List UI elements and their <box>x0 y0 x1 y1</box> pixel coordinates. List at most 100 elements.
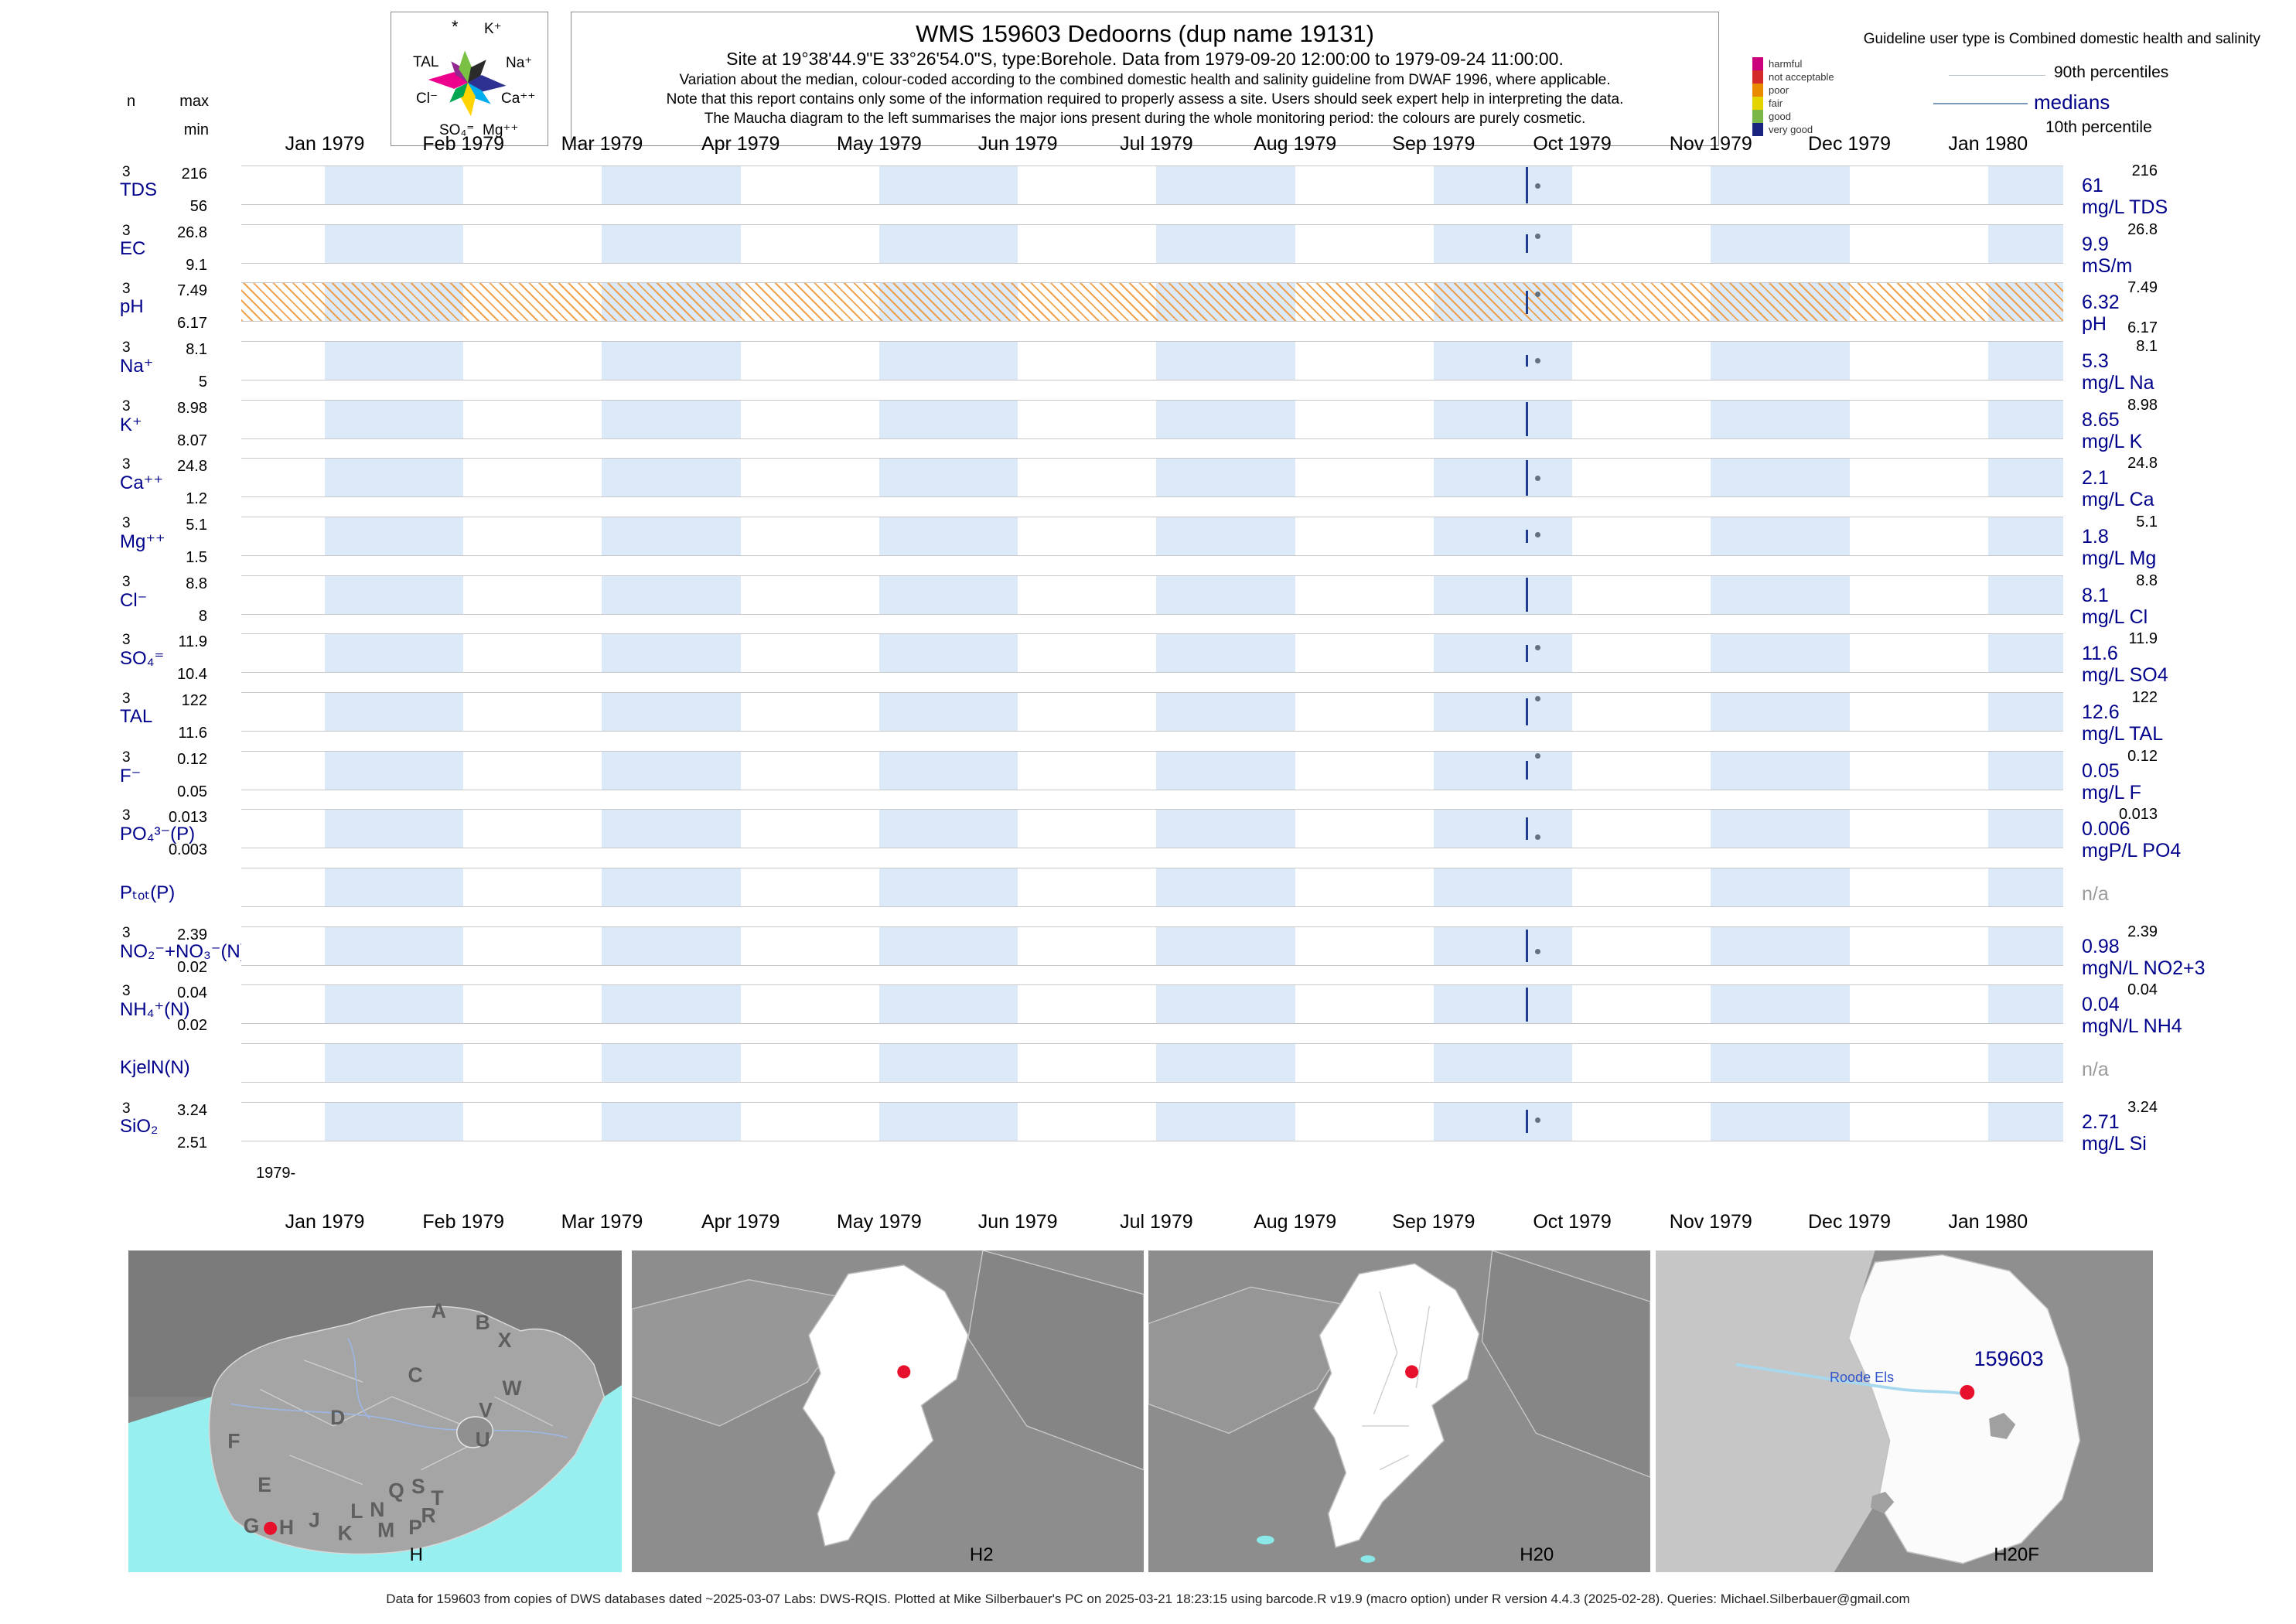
month-stripe <box>1433 751 1573 790</box>
parameter-name: TDS <box>120 179 157 200</box>
median-value: 2.1 <box>2082 467 2109 490</box>
chart-band <box>241 1042 2063 1083</box>
month-label-top: Apr 1979 <box>701 133 780 155</box>
median-sample-line <box>1933 103 2028 104</box>
unit-label: mgN/L NH4 <box>2082 1015 2182 1038</box>
max-value: 7.49 <box>177 282 207 300</box>
min-value: 6.17 <box>177 315 207 333</box>
month-label-bottom: Dec 1979 <box>1808 1211 1892 1233</box>
unit-label: mg/L Na <box>2082 371 2154 394</box>
drainage-region-letter-H: H <box>279 1516 294 1539</box>
footer-note: Data for 159603 from copies of DWS datab… <box>386 1592 1910 1606</box>
month-stripe <box>878 634 1018 673</box>
parameter-row-cl: 3 8.8 Cl⁻ 8 8.1 mg/L Cl 8.8 <box>0 571 2296 629</box>
p90-value: 0.12 <box>2127 747 2158 765</box>
month-stripe <box>1711 926 1850 965</box>
month-stripe <box>325 341 464 380</box>
month-stripe <box>1433 926 1573 965</box>
month-label-top: Nov 1979 <box>1669 133 1752 155</box>
month-stripe <box>1711 1043 1850 1082</box>
place-label-roode-els: Roode Els <box>1830 1369 1895 1385</box>
parameter-name: NO₂⁻+NO₃⁻(N) <box>120 940 247 962</box>
month-stripe <box>1433 166 1573 204</box>
guideline-class: harmful <box>1752 57 1834 70</box>
parameter-row-tds: 3 216 TDS 56 61 mg/L TDS 216 <box>0 161 2296 220</box>
month-stripe <box>1987 692 2063 731</box>
sample-count: 3 <box>122 690 131 707</box>
sample-count: 3 <box>122 339 131 356</box>
unit-label: mgP/L PO4 <box>2082 840 2182 862</box>
sample-count: 3 <box>122 281 131 298</box>
map-tag-h2: H2 <box>969 1544 994 1565</box>
median-value: 1.8 <box>2082 525 2109 548</box>
parameter-name: Cl⁻ <box>120 589 148 611</box>
months-top: Jan 1979 Feb 1979 Mar 1979 Apr 1979 May 1979… <box>0 133 2296 155</box>
month-label-bottom: Sep 1979 <box>1392 1211 1476 1233</box>
min-value: 56 <box>189 198 207 215</box>
parameter-row-ph: 3 7.49 pH 6.17 6.32 pH 7.49 6.17 <box>0 278 2296 336</box>
drainage-region-letter-Q: Q <box>388 1479 404 1503</box>
guideline-class-swatch <box>1752 70 1763 84</box>
not-available-label: n/a <box>2082 1058 2109 1080</box>
maucha-star-label: * <box>452 17 459 36</box>
median-value: 6.32 <box>2082 292 2120 314</box>
p90-value: 8.1 <box>2136 337 2158 355</box>
month-stripe <box>1433 517 1573 555</box>
catchment-outline <box>1847 1254 2081 1564</box>
month-stripe <box>1156 692 1295 731</box>
catchment-outline <box>802 1264 969 1547</box>
unit-label: mg/L Mg <box>2082 547 2157 569</box>
drainage-region-letter-G: G <box>244 1514 260 1537</box>
guideline-title: Guideline user type is Combined domestic… <box>1863 31 2260 47</box>
month-stripe <box>602 459 741 497</box>
p10-value: 6.17 <box>2127 319 2158 337</box>
min-value: 9.1 <box>186 256 207 274</box>
min-value: 2.51 <box>177 1134 207 1151</box>
maucha-label-cl: Cl⁻ <box>416 90 438 107</box>
sample-dot <box>1535 475 1541 481</box>
median-value: 12.6 <box>2082 701 2120 723</box>
parameter-row-so4: 3 11.9 SO₄⁼ 10.4 11.6 mg/L SO4 11.9 <box>0 629 2296 687</box>
sample-whisker <box>1526 578 1529 612</box>
chart-band <box>241 691 2063 732</box>
month-stripe <box>1711 1102 1850 1141</box>
drainage-region-letter-C: C <box>408 1363 422 1387</box>
month-stripe <box>1433 634 1573 673</box>
month-label-bottom: May 1979 <box>837 1211 922 1233</box>
month-stripe <box>878 166 1018 204</box>
sample-dot <box>1535 834 1541 840</box>
sample-whisker <box>1526 760 1529 780</box>
month-stripe <box>1156 341 1295 380</box>
month-stripe <box>1711 692 1850 731</box>
guideline-class: good <box>1752 110 1834 123</box>
min-column-label: min <box>183 121 209 138</box>
min-value: 8 <box>198 607 207 625</box>
sa-landmass <box>208 1305 606 1555</box>
drainage-region-letter-S: S <box>411 1475 425 1498</box>
min-value: 1.5 <box>186 548 207 566</box>
map-panel-h20: H20 <box>1148 1250 1650 1572</box>
month-stripe <box>1433 1043 1573 1082</box>
month-label-top: Dec 1979 <box>1808 133 1892 155</box>
maucha-diagram <box>428 50 507 117</box>
sample-count: 3 <box>122 164 131 180</box>
guideline-exceedance-hatch <box>241 283 2063 322</box>
median-value: 8.1 <box>2082 584 2109 606</box>
month-stripe <box>1156 810 1295 848</box>
month-stripe <box>1433 810 1573 848</box>
chart-band <box>241 340 2063 380</box>
month-stripe <box>602 868 741 906</box>
guideline-class-swatch <box>1752 84 1763 97</box>
map-tag-h20f: H20F <box>1994 1544 2039 1565</box>
month-label-bottom: Jan 1980 <box>1948 1211 2028 1233</box>
parameter-row-nh4: 3 0.04 NH₄⁺(N) 0.02 0.04 mgN/L NH4 0.04 <box>0 980 2296 1039</box>
month-stripe <box>602 1043 741 1082</box>
month-stripe <box>1156 459 1295 497</box>
month-stripe <box>1987 1043 2063 1082</box>
p90-label: 90th percentiles <box>2054 63 2169 81</box>
site-marker-dot <box>264 1521 278 1535</box>
month-stripe <box>878 692 1018 731</box>
drainage-region-letter-K: K <box>338 1521 353 1544</box>
chart-band <box>241 458 2063 498</box>
